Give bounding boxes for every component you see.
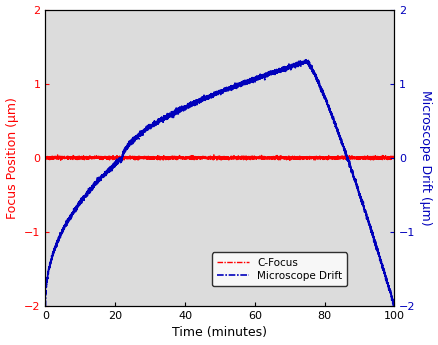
Y-axis label: Microscope Drift (μm): Microscope Drift (μm) [420, 90, 432, 226]
Microscope Drift [127, 142, 133, 146]
C-Focus [126, 154, 131, 158]
Legend: C-Focus, Microscope Drift: C-Focus, Microscope Drift [212, 253, 347, 286]
Microscope Drift [199, 95, 205, 99]
Line: Microscope Drift: Microscope Drift [46, 59, 394, 307]
Line: C-Focus: C-Focus [46, 155, 394, 160]
Microscope Drift [389, 295, 394, 299]
C-Focus [199, 155, 205, 159]
C-Focus [392, 157, 397, 161]
Microscope Drift [43, 305, 48, 309]
Microscope Drift [392, 305, 397, 309]
C-Focus [124, 156, 129, 160]
C-Focus [58, 158, 64, 162]
Microscope Drift [302, 57, 307, 61]
C-Focus [43, 155, 48, 159]
Y-axis label: Focus Position (μm): Focus Position (μm) [6, 97, 18, 219]
Microscope Drift [126, 142, 131, 147]
C-Focus [211, 153, 216, 157]
C-Focus [174, 155, 180, 159]
Microscope Drift [174, 107, 180, 111]
Microscope Drift [124, 146, 129, 150]
C-Focus [389, 155, 394, 159]
X-axis label: Time (minutes): Time (minutes) [173, 326, 268, 339]
C-Focus [127, 156, 133, 160]
